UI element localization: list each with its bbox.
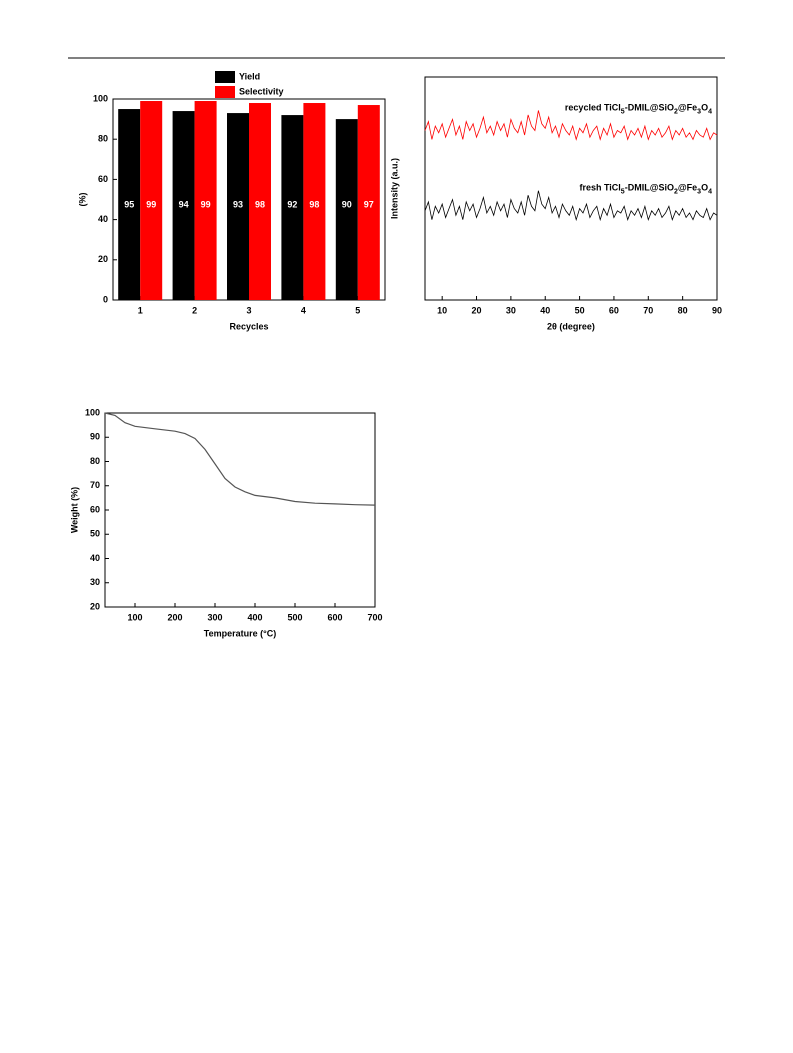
x-tick-label: 2 bbox=[192, 305, 197, 315]
bar bbox=[303, 103, 326, 301]
x-tick-label: 500 bbox=[287, 612, 302, 622]
legend-swatch bbox=[215, 71, 235, 83]
legend-label: Yield bbox=[239, 71, 260, 81]
x-axis-label: Recycles bbox=[229, 321, 268, 331]
x-tick-label: 100 bbox=[127, 612, 142, 622]
y-tick-label: 40 bbox=[90, 553, 100, 563]
data-label: 92 bbox=[287, 199, 297, 209]
bar bbox=[281, 115, 304, 300]
y-tick-label: 50 bbox=[90, 529, 100, 539]
plot-frame bbox=[424, 76, 718, 301]
y-tick-label: 100 bbox=[85, 407, 100, 417]
y-tick-label: 80 bbox=[90, 456, 100, 466]
legend-label: Selectivity bbox=[239, 86, 284, 96]
data-label: 94 bbox=[179, 199, 189, 209]
series-annotation: recycled TiCl5-DMIL@SiO2@Fe3O4 bbox=[565, 103, 712, 116]
x-tick-label: 700 bbox=[367, 612, 382, 622]
y-axis-label: (%) bbox=[77, 193, 87, 207]
data-line bbox=[104, 412, 376, 506]
x-tick-label: 30 bbox=[506, 305, 516, 315]
x-tick-label: 60 bbox=[609, 305, 619, 315]
x-axis-label: 2θ (degree) bbox=[547, 321, 595, 331]
bar bbox=[140, 101, 163, 300]
y-tick-label: 60 bbox=[90, 504, 100, 514]
data-label: 99 bbox=[201, 199, 211, 209]
y-tick-label: 100 bbox=[93, 93, 108, 103]
x-tick-label: 40 bbox=[540, 305, 550, 315]
x-tick-label: 10 bbox=[437, 305, 447, 315]
plot-frame bbox=[104, 412, 376, 608]
x-tick-label: 90 bbox=[712, 305, 722, 315]
x-tick-label: 50 bbox=[575, 305, 585, 315]
y-tick-label: 20 bbox=[98, 254, 108, 264]
data-label: 97 bbox=[364, 199, 374, 209]
data-label: 98 bbox=[255, 199, 265, 209]
x-axis-label: Temperature (°C) bbox=[204, 628, 276, 638]
y-axis-label: Intensity (a.u.) bbox=[389, 158, 399, 219]
y-tick-label: 0 bbox=[103, 294, 108, 304]
x-tick-label: 5 bbox=[355, 305, 360, 315]
y-tick-label: 60 bbox=[98, 174, 108, 184]
data-line bbox=[424, 110, 718, 141]
data-label: 93 bbox=[233, 199, 243, 209]
bar bbox=[335, 119, 358, 300]
legend-swatch bbox=[215, 86, 235, 98]
y-tick-label: 90 bbox=[90, 432, 100, 442]
bar bbox=[227, 113, 249, 300]
series-annotation: fresh TiCl5-DMIL@SiO2@Fe3O4 bbox=[579, 183, 712, 196]
data-label: 99 bbox=[146, 199, 156, 209]
x-tick-label: 4 bbox=[301, 305, 306, 315]
y-tick-label: 30 bbox=[90, 577, 100, 587]
bar bbox=[194, 101, 217, 300]
data-label: 90 bbox=[342, 199, 352, 209]
x-tick-label: 70 bbox=[643, 305, 653, 315]
x-tick-label: 20 bbox=[472, 305, 482, 315]
x-tick-label: 200 bbox=[167, 612, 182, 622]
y-tick-label: 40 bbox=[98, 214, 108, 224]
data-label: 95 bbox=[124, 199, 134, 209]
x-tick-label: 80 bbox=[678, 305, 688, 315]
data-label: 98 bbox=[309, 199, 319, 209]
bar bbox=[249, 103, 271, 301]
bar bbox=[357, 105, 380, 300]
y-tick-label: 80 bbox=[98, 134, 108, 144]
bar bbox=[172, 111, 195, 300]
bar bbox=[118, 109, 141, 300]
x-tick-label: 300 bbox=[207, 612, 222, 622]
data-line bbox=[424, 190, 718, 222]
x-tick-label: 600 bbox=[327, 612, 342, 622]
x-tick-label: 3 bbox=[246, 305, 251, 315]
x-tick-label: 400 bbox=[247, 612, 262, 622]
y-axis-label: Weight (%) bbox=[69, 487, 79, 533]
y-tick-label: 70 bbox=[90, 480, 100, 490]
x-tick-label: 1 bbox=[138, 305, 143, 315]
y-tick-label: 20 bbox=[90, 601, 100, 611]
